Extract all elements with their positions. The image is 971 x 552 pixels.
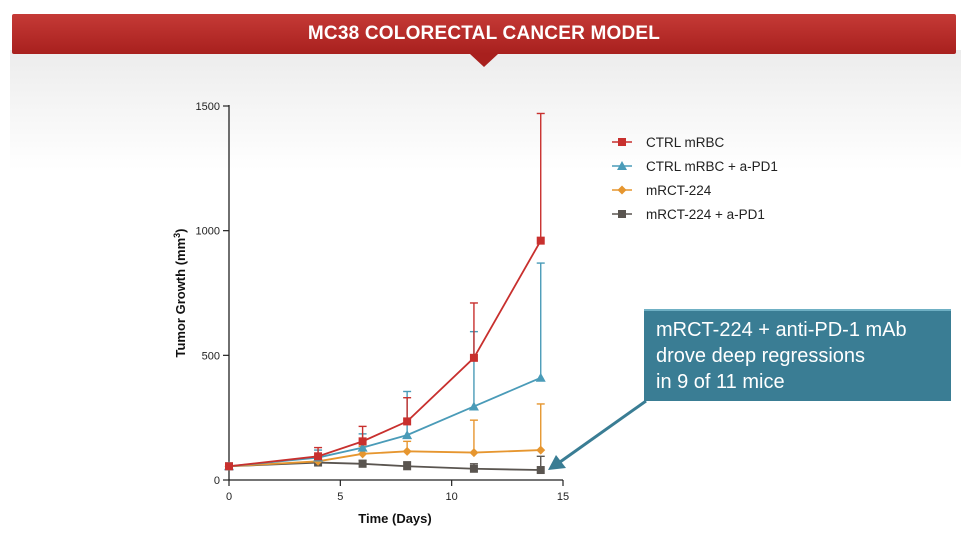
series-line: [228, 376, 542, 468]
data-point: [358, 437, 367, 446]
data-point: [469, 448, 479, 458]
header-backdrop: [10, 50, 961, 170]
callout-arrow-line: [559, 399, 647, 464]
page-title: MC38 COLORECTAL CANCER MODEL: [12, 14, 956, 54]
y-axis-title-sup: 3: [172, 233, 182, 238]
data-point: [402, 430, 413, 440]
x-axis-title: Time (Days): [358, 511, 431, 526]
data-point: [536, 445, 546, 455]
legend-label: mRCT-224: [646, 183, 712, 198]
legend-swatch-marker: [618, 138, 626, 146]
data-point: [535, 372, 546, 382]
legend-swatch-marker: [617, 185, 627, 195]
legend-item: mRCT-224 + a-PD1: [612, 207, 765, 222]
y-tick-label: 1000: [196, 226, 220, 238]
x-tick-label: 10: [446, 491, 458, 503]
callout-line-1: mRCT-224 + anti-PD-1 mAb: [656, 319, 907, 341]
series-3: [225, 455, 545, 475]
series-1: [224, 262, 546, 471]
callout-line-3: in 9 of 11 mice: [656, 371, 785, 393]
x-tick-label: 0: [226, 491, 232, 503]
y-tick-label: 0: [214, 475, 220, 487]
legend-swatch-marker: [618, 210, 626, 218]
y-tick-label: 500: [202, 350, 220, 362]
legend-label: CTRL mRBC + a-PD1: [646, 159, 778, 174]
legend-label: CTRL mRBC: [646, 135, 725, 150]
series-0: [225, 112, 545, 471]
y-axis-title-end: ): [173, 229, 188, 233]
y-axis-title-main: Tumor Growth (mm: [173, 238, 188, 358]
series-line: [228, 240, 542, 468]
banner-pointer: [470, 54, 498, 67]
result-callout: mRCT-224 + anti-PD-1 mAb drove deep regr…: [644, 309, 951, 401]
data-point: [225, 462, 233, 471]
callout-arrow-head: [548, 455, 566, 470]
callout-line-2: drove deep regressions: [656, 345, 866, 367]
series-line: [228, 449, 541, 468]
legend-item: CTRL mRBC: [612, 135, 725, 150]
series-line: [228, 461, 541, 471]
x-tick-label: 15: [557, 491, 569, 503]
legend-swatch-marker: [617, 161, 627, 170]
data-point: [357, 442, 368, 452]
data-point: [358, 459, 367, 468]
data-point: [469, 464, 478, 473]
y-tick-label: 1500: [196, 101, 220, 113]
x-tick-label: 5: [337, 491, 343, 503]
data-point: [468, 401, 479, 411]
data-point: [469, 353, 478, 362]
data-point: [402, 446, 412, 456]
data-point: [536, 466, 545, 475]
data-point: [536, 236, 545, 245]
legend-item: mRCT-224: [612, 183, 712, 198]
legend-label: mRCT-224 + a-PD1: [646, 207, 765, 222]
y-axis-title: Tumor Growth (mm3): [172, 229, 188, 358]
data-point: [403, 462, 412, 471]
legend-item: CTRL mRBC + a-PD1: [612, 159, 778, 174]
data-point: [314, 452, 323, 461]
data-point: [403, 417, 412, 426]
